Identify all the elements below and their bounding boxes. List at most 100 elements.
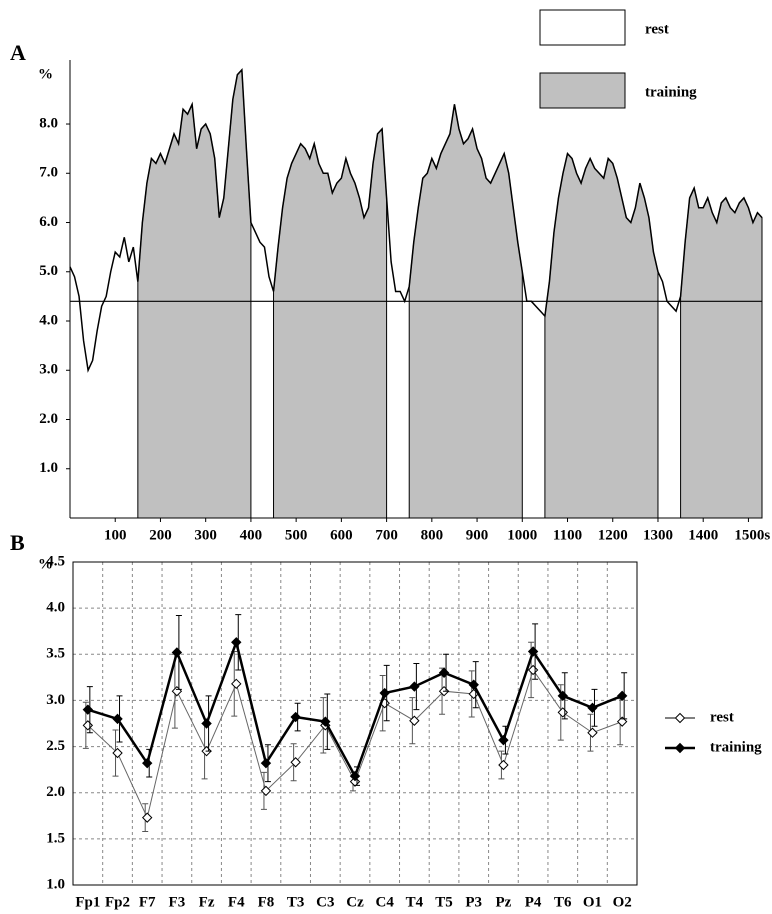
legend-label: training <box>645 84 697 100</box>
y-tick-label: 4.0 <box>39 312 58 328</box>
marker <box>527 646 539 657</box>
training-area <box>408 104 523 519</box>
y-tick-label: 8.0 <box>39 115 58 131</box>
y-unit: % <box>38 556 53 572</box>
y-tick-label: 1.0 <box>39 460 58 476</box>
marker <box>468 679 479 690</box>
marker <box>616 716 628 727</box>
x-tick-label: T6 <box>554 894 572 910</box>
marker <box>498 759 509 771</box>
x-tick-label: F8 <box>258 894 275 910</box>
marker <box>438 667 450 678</box>
x-tick-label: 1400 <box>688 527 718 543</box>
x-tick-label: 100 <box>104 527 127 543</box>
y-tick-label: 1.0 <box>46 876 65 892</box>
x-tick-label: 900 <box>466 527 489 543</box>
marker <box>498 734 509 746</box>
marker <box>231 678 242 690</box>
legend-label: training <box>710 739 762 755</box>
marker <box>260 785 272 797</box>
x-tick-label: 300 <box>194 527 217 543</box>
x-tick-label: C3 <box>316 894 334 910</box>
x-tick-label: C4 <box>376 894 395 910</box>
training-area <box>544 152 659 519</box>
y-tick-label: 4.0 <box>46 600 65 616</box>
x-tick-label: 700 <box>375 527 398 543</box>
marker <box>587 727 598 738</box>
legend-swatch <box>539 9 626 46</box>
x-tick-label: 1300 <box>643 527 673 543</box>
marker <box>379 687 390 699</box>
marker <box>409 681 420 692</box>
marker <box>587 702 598 714</box>
y-tick-label: 3.0 <box>39 362 58 378</box>
y-tick-label: 6.0 <box>39 214 58 230</box>
x-tick-label: O1 <box>583 894 602 910</box>
y-tick-label: 5.0 <box>39 263 58 279</box>
x-tick-label: Pz <box>496 894 512 910</box>
legend-swatch <box>539 72 626 109</box>
x-tick-label: 600 <box>330 527 353 543</box>
marker <box>171 647 183 658</box>
x-tick-label: O2 <box>613 894 632 910</box>
x-tick-label: 1500s <box>734 527 770 543</box>
y-unit: % <box>38 66 53 82</box>
marker <box>290 711 301 723</box>
x-tick-label: F3 <box>169 894 186 910</box>
x-tick-label: P3 <box>465 894 482 910</box>
y-tick-label: 2.5 <box>46 738 65 754</box>
marker <box>201 718 212 729</box>
y-tick-label: 3.5 <box>46 646 65 662</box>
x-tick-label: Fp2 <box>105 894 130 910</box>
plot-frame <box>72 561 638 886</box>
training-area <box>680 186 763 519</box>
marker <box>171 685 183 697</box>
x-tick-label: P4 <box>525 894 542 910</box>
y-tick-label: 2.0 <box>46 784 65 800</box>
x-tick-label: 800 <box>421 527 444 543</box>
x-tick-label: T5 <box>435 894 453 910</box>
legend-label: rest <box>710 709 734 725</box>
legend-marker <box>674 712 686 724</box>
x-tick-label: Fz <box>199 894 215 910</box>
training-area <box>137 68 252 519</box>
x-tick-label: T3 <box>287 894 305 910</box>
marker <box>409 715 420 726</box>
x-tick-label: Cz <box>346 894 364 910</box>
marker <box>112 747 123 759</box>
y-tick-label: 4.5 <box>46 553 65 569</box>
x-tick-label: F7 <box>139 894 156 910</box>
y-tick-label: 2.0 <box>39 411 58 427</box>
panel-label: B <box>10 530 25 555</box>
x-tick-label: 1000 <box>507 527 537 543</box>
panel-label: A <box>10 40 26 65</box>
marker <box>349 770 361 782</box>
x-tick-label: T4 <box>406 894 424 910</box>
marker <box>82 704 94 715</box>
y-tick-label: 3.0 <box>46 692 65 708</box>
x-tick-label: F4 <box>228 894 245 910</box>
x-tick-label: 1200 <box>598 527 628 543</box>
legend-label: rest <box>645 21 669 37</box>
marker <box>231 637 242 648</box>
x-tick-label: Fp1 <box>75 894 100 910</box>
marker <box>557 707 568 718</box>
x-tick-label: 200 <box>149 527 172 543</box>
marker <box>320 716 331 727</box>
marker <box>142 757 153 769</box>
x-tick-label: 400 <box>240 527 263 543</box>
series-line <box>87 638 623 780</box>
training-area <box>273 127 388 519</box>
data-line <box>69 68 763 373</box>
y-tick-label: 7.0 <box>39 165 58 181</box>
x-tick-label: 1100 <box>553 527 582 543</box>
marker <box>260 757 272 769</box>
x-tick-label: 500 <box>285 527 308 543</box>
marker <box>557 690 568 702</box>
legend-marker <box>674 742 686 754</box>
marker <box>527 664 539 676</box>
marker <box>112 713 123 725</box>
series-line <box>87 668 623 820</box>
marker <box>290 757 301 768</box>
